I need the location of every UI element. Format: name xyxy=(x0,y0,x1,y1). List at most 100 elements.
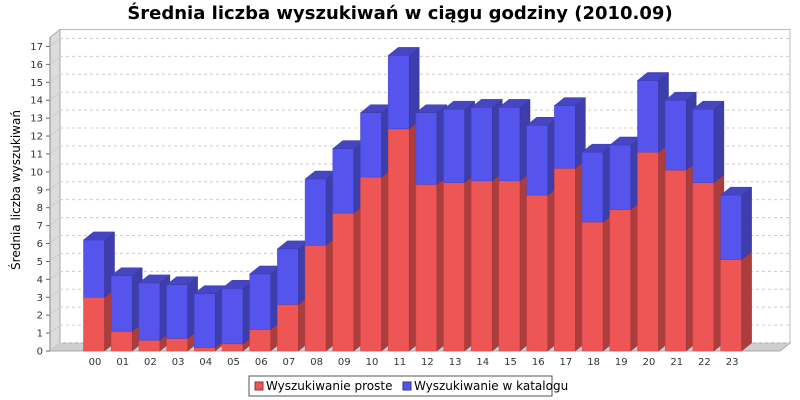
bar-front xyxy=(387,55,410,130)
bar-segment xyxy=(525,186,559,352)
bar-segment xyxy=(332,140,365,214)
y-tick-label: 16 xyxy=(30,60,43,71)
x-tick-label: 18 xyxy=(587,357,600,368)
bar-front xyxy=(581,151,604,223)
bar-front xyxy=(692,182,715,352)
bar-top xyxy=(110,267,143,277)
bar-front xyxy=(498,180,521,352)
bar-front xyxy=(83,297,105,352)
bar-front xyxy=(498,107,521,182)
bar-segment xyxy=(276,240,310,305)
bar-segment xyxy=(359,104,393,178)
bar-stack-16 xyxy=(525,116,559,352)
bar-segment xyxy=(304,236,337,352)
bar-segment xyxy=(415,104,448,185)
bar-front xyxy=(526,194,548,352)
bars xyxy=(82,46,753,352)
y-tick-label: 14 xyxy=(30,96,43,107)
bar-segment xyxy=(692,174,725,352)
chart-title: Średnia liczba wyszukiwań w ciągu godzin… xyxy=(127,2,672,24)
bar-top xyxy=(165,276,199,285)
bar-segment xyxy=(193,285,227,348)
y-tick-label: 13 xyxy=(30,114,43,125)
bar-stack-23 xyxy=(719,186,753,352)
bar-side xyxy=(741,251,752,352)
gridline-side xyxy=(49,324,61,334)
x-tick-label: 17 xyxy=(560,357,573,368)
bar-stack-02 xyxy=(138,274,171,352)
gridline-side xyxy=(49,217,61,226)
bar-front xyxy=(443,108,465,183)
bar-stack-05 xyxy=(221,279,254,352)
bar-front xyxy=(415,184,438,352)
bar-front xyxy=(221,343,244,352)
bar-stack-07 xyxy=(276,240,310,352)
bar-segment xyxy=(498,172,531,352)
gridline-side xyxy=(49,38,61,47)
x-tick-label: 16 xyxy=(532,357,545,368)
bar-front xyxy=(166,284,188,339)
y-axis-label: Średnia liczba wyszukiwań xyxy=(8,110,23,270)
bar-front xyxy=(443,182,465,352)
gridline-side xyxy=(49,91,61,101)
bar-segment xyxy=(442,100,476,184)
bar-stack-20 xyxy=(636,71,670,352)
x-tick-label: 02 xyxy=(144,357,157,368)
legend: Wyszukiwanie proste Wyszukiwanie w katal… xyxy=(248,375,568,397)
bar-segment xyxy=(636,71,670,153)
bar-segment xyxy=(470,98,504,182)
bar-front xyxy=(609,144,632,210)
bar-segment xyxy=(359,168,393,352)
bar-front xyxy=(138,340,161,352)
bar-segment xyxy=(332,204,365,352)
bar-stack-22 xyxy=(692,100,725,352)
bar-stack-11 xyxy=(387,46,420,352)
bar-stack-21 xyxy=(664,91,697,352)
gridline-side xyxy=(49,306,61,316)
bar-top xyxy=(498,99,531,108)
x-tick-label: 10 xyxy=(366,357,379,368)
gridline-side xyxy=(49,163,61,173)
bar-segment xyxy=(664,161,697,352)
bar-segment xyxy=(719,251,753,352)
bar-top xyxy=(387,47,420,56)
y-tick-label: 2 xyxy=(37,311,43,322)
x-tick-label: 04 xyxy=(199,357,212,368)
bar-front xyxy=(637,80,659,153)
bar-front xyxy=(194,293,216,348)
bar-segment xyxy=(387,46,420,130)
x-tick-label: 22 xyxy=(698,357,711,368)
y-tick-label: 17 xyxy=(30,42,43,53)
bar-segment xyxy=(442,174,476,352)
bar-front xyxy=(304,178,327,246)
x-tick-label: 09 xyxy=(338,357,351,368)
x-tick-label: 01 xyxy=(116,357,129,368)
bar-stack-09 xyxy=(332,140,365,352)
bar-front xyxy=(637,151,659,352)
gridline-side xyxy=(49,73,61,83)
y-tick-label: 0 xyxy=(37,347,43,358)
bar-stack-06 xyxy=(248,265,282,352)
legend-box xyxy=(248,375,553,397)
bar-front xyxy=(581,221,604,352)
bar-front xyxy=(664,99,687,171)
bar-segment xyxy=(581,143,614,223)
bar-front xyxy=(415,112,438,185)
bar-stack-00 xyxy=(82,231,116,352)
bar-front xyxy=(360,176,382,352)
y-tick-label: 9 xyxy=(37,185,43,196)
bar-stack-10 xyxy=(359,104,393,352)
bar-segment xyxy=(110,267,143,332)
y-tick-label: 4 xyxy=(37,275,43,286)
x-tick-label: 07 xyxy=(283,357,296,368)
bar-front xyxy=(526,125,548,196)
bar-top xyxy=(470,99,504,108)
bar-segment xyxy=(304,170,337,246)
x-tick-label: 13 xyxy=(449,357,462,368)
bar-front xyxy=(720,194,742,260)
legend-swatch-simple xyxy=(254,381,264,391)
bar-top xyxy=(82,231,116,241)
bar-stack-01 xyxy=(110,267,143,352)
x-tick-label: 05 xyxy=(227,357,240,368)
